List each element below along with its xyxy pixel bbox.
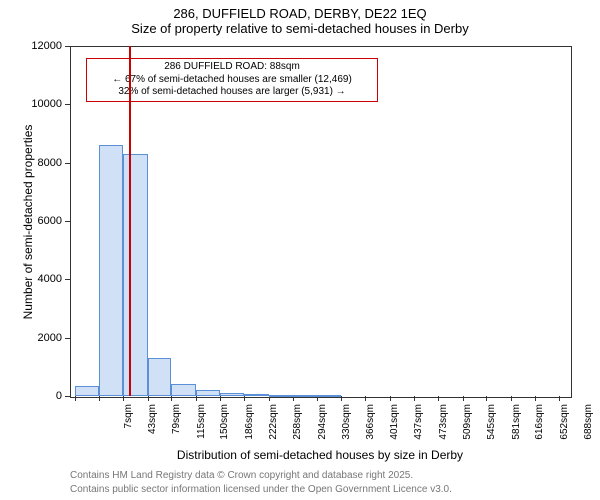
chart-container: 286, DUFFIELD ROAD, DERBY, DE22 1EQ Size… — [0, 0, 600, 500]
x-tick-mark — [559, 396, 560, 401]
y-tick-label: 12000 — [0, 40, 62, 52]
annotation-line: 286 DUFFIELD ROAD: 88sqm — [91, 61, 373, 74]
x-tick-mark — [244, 396, 245, 401]
x-tick-label: 258sqm — [292, 404, 303, 454]
x-tick-mark — [390, 396, 391, 401]
x-tick-mark — [438, 396, 439, 401]
y-tick-mark — [65, 163, 70, 164]
x-tick-mark — [220, 396, 221, 401]
y-tick-label: 8000 — [0, 157, 62, 169]
histogram-bar — [123, 154, 147, 396]
title-block: 286, DUFFIELD ROAD, DERBY, DE22 1EQ Size… — [0, 0, 600, 36]
x-tick-label: 652sqm — [559, 404, 570, 454]
x-tick-label: 366sqm — [365, 404, 376, 454]
histogram-bar — [317, 395, 341, 397]
y-tick-mark — [65, 46, 70, 47]
y-tick-label: 10000 — [0, 98, 62, 110]
histogram-bar — [269, 395, 293, 397]
y-tick-mark — [65, 338, 70, 339]
x-tick-mark — [511, 396, 512, 401]
histogram-bar — [196, 390, 220, 396]
histogram-bar — [99, 145, 123, 396]
x-tick-label: 581sqm — [511, 404, 522, 454]
title-line1: 286, DUFFIELD ROAD, DERBY, DE22 1EQ — [0, 6, 600, 21]
x-tick-mark — [148, 396, 149, 401]
y-tick-mark — [65, 396, 70, 397]
x-tick-mark — [123, 396, 124, 401]
x-tick-label: 43sqm — [147, 404, 158, 454]
x-tick-label: 401sqm — [389, 404, 400, 454]
x-tick-mark — [414, 396, 415, 401]
x-tick-mark — [269, 396, 270, 401]
x-tick-mark — [463, 396, 464, 401]
x-tick-label: 616sqm — [534, 404, 545, 454]
x-tick-mark — [171, 396, 172, 401]
y-tick-label: 4000 — [0, 273, 62, 285]
x-tick-label: 294sqm — [317, 404, 328, 454]
x-tick-mark — [365, 396, 366, 401]
x-tick-mark — [196, 396, 197, 401]
y-tick-mark — [65, 104, 70, 105]
annotation-line: ← 67% of semi-detached houses are smalle… — [91, 74, 373, 87]
x-tick-label: 509sqm — [462, 404, 473, 454]
footer-line1: Contains HM Land Registry data © Crown c… — [70, 470, 413, 481]
x-tick-mark — [341, 396, 342, 401]
y-tick-mark — [65, 279, 70, 280]
x-tick-label: 222sqm — [268, 404, 279, 454]
x-axis-label: Distribution of semi-detached houses by … — [70, 448, 570, 462]
histogram-bar — [244, 394, 268, 396]
y-tick-mark — [65, 221, 70, 222]
x-tick-label: 115sqm — [196, 404, 207, 454]
histogram-bar — [148, 358, 172, 396]
y-tick-label: 6000 — [0, 215, 62, 227]
x-tick-label: 79sqm — [171, 404, 182, 454]
histogram-bar — [293, 395, 317, 397]
y-tick-label: 0 — [0, 390, 62, 402]
reference-marker-line — [129, 46, 131, 396]
footer-line2: Contains public sector information licen… — [70, 484, 452, 495]
x-tick-label: 330sqm — [341, 404, 352, 454]
x-tick-mark — [535, 396, 536, 401]
x-tick-label: 437sqm — [413, 404, 424, 454]
x-tick-label: 473sqm — [438, 404, 449, 454]
histogram-bar — [171, 384, 195, 396]
x-tick-mark — [486, 396, 487, 401]
x-tick-label: 7sqm — [123, 404, 134, 454]
histogram-bar — [220, 393, 244, 397]
x-tick-mark — [99, 396, 100, 401]
x-tick-label: 545sqm — [486, 404, 497, 454]
x-tick-label: 688sqm — [583, 404, 594, 454]
y-tick-label: 2000 — [0, 332, 62, 344]
histogram-bar — [75, 386, 99, 396]
x-tick-mark — [75, 396, 76, 401]
title-line2: Size of property relative to semi-detach… — [0, 21, 600, 36]
annotation-line: 32% of semi-detached houses are larger (… — [91, 86, 373, 99]
x-tick-label: 150sqm — [219, 404, 230, 454]
x-tick-label: 186sqm — [244, 404, 255, 454]
